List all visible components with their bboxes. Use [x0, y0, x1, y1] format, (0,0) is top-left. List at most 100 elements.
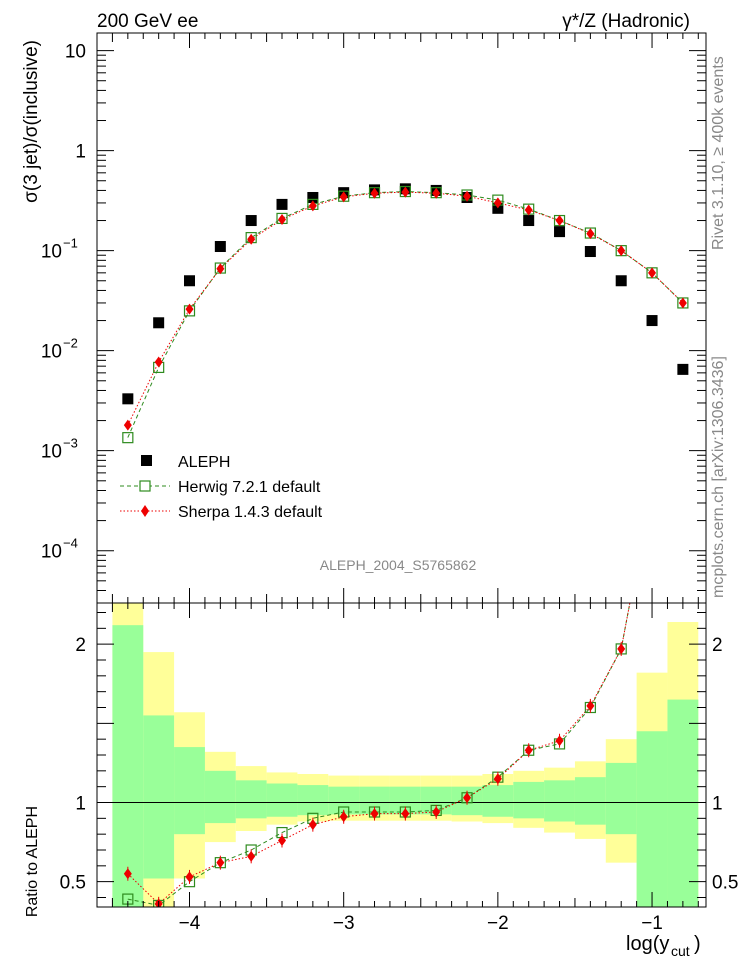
ratio-ylabel: Ratio to ALEPH: [24, 806, 41, 917]
sherpa-point: [401, 186, 410, 198]
sherpa-point: [678, 297, 687, 309]
inner-uncertainty-band: [235, 780, 267, 819]
aleph-point: [184, 275, 196, 287]
x-tick-label: −3: [333, 913, 355, 934]
y-tick-label: 10: [41, 442, 62, 463]
sherpa-point: [216, 263, 225, 275]
legend-herwig-label: Herwig 7.2.1 default: [178, 479, 321, 496]
sherpa-point: [278, 213, 287, 225]
sherpa-ratio-point: [617, 643, 626, 655]
sherpa-line: [127, 191, 684, 426]
sherpa-point: [308, 200, 317, 212]
ratio-y-tick-label: 1: [75, 794, 86, 815]
inner-uncertainty-band: [112, 625, 144, 907]
inner-uncertainty-band: [204, 770, 236, 824]
sherpa-point: [617, 245, 626, 257]
mcplots-label: mcplots.cern.ch [arXiv:1306.3436]: [710, 356, 727, 598]
y-tick-label: 10: [65, 42, 86, 63]
sherpa-point: [154, 356, 163, 368]
main-ylabel: σ(3 jet)/σ(inclusive): [21, 40, 42, 203]
process-label: γ*/Z (Hadronic): [562, 11, 690, 32]
y-tick-exponent: −3: [63, 436, 78, 451]
inner-uncertainty-band: [266, 783, 298, 817]
ratio-y-tick-label: 2: [75, 635, 86, 656]
herwig-point: [122, 432, 134, 444]
sherpa-point: [524, 204, 533, 216]
sherpa-point: [555, 215, 564, 227]
sherpa-ratio-point: [216, 857, 225, 869]
inner-uncertainty-band: [174, 747, 205, 835]
aleph-point: [646, 315, 658, 327]
aleph-point: [153, 317, 165, 329]
inner-uncertainty-band: [297, 785, 329, 816]
rivet-label: Rivet 3.1.10, ≥ 400k events: [710, 56, 727, 250]
sherpa-point: [370, 187, 379, 199]
inner-uncertainty-band: [574, 777, 606, 825]
sherpa-point: [339, 191, 348, 203]
aleph-point: [276, 198, 288, 210]
inner-uncertainty-band: [667, 699, 699, 907]
inner-uncertainty-band: [482, 785, 514, 817]
analysis-id-label: ALEPH_2004_S5765862: [320, 557, 477, 573]
sherpa-ratio-point: [586, 700, 595, 712]
inner-uncertainty-band: [605, 762, 637, 835]
legend-sherpa-label: Sherpa 1.4.3 default: [178, 504, 323, 521]
sherpa-ratio-point: [432, 806, 441, 818]
ratio-plot-area: [97, 603, 706, 907]
sherpa-point: [493, 197, 502, 209]
aleph-point: [584, 246, 596, 258]
y-tick-label: 1: [75, 142, 86, 163]
aleph-point: [245, 215, 257, 227]
sherpa-ratio-point: [278, 835, 287, 846]
aleph-point: [122, 393, 134, 405]
x-tick-label: −2: [487, 913, 509, 934]
sherpa-ratio-point: [185, 871, 194, 883]
y-tick-label: 10: [41, 342, 62, 363]
sherpa-point: [648, 267, 657, 279]
inner-uncertainty-band: [636, 731, 668, 907]
xlabel-subscript: cut: [671, 943, 690, 959]
energy-label: 200 GeV ee: [97, 11, 198, 32]
sherpa-point: [123, 419, 132, 431]
sherpa-ratio-point: [524, 744, 533, 756]
legend-sherpa-marker: [141, 505, 149, 517]
ratio-axis-ticks: 0.5 0.5 1 1 2 2 −4 −3 −2 −1: [60, 603, 738, 934]
sherpa-ratio-point: [370, 808, 379, 820]
aleph-point: [677, 363, 689, 375]
sherpa-ratio-point: [247, 850, 256, 862]
sherpa-point: [463, 190, 472, 202]
ratio-y-tick-label-right: 2: [712, 635, 723, 656]
ratio-y-tick-label: 0.5: [60, 873, 86, 894]
y-tick-label: 10: [41, 242, 62, 263]
inner-uncertainty-band: [143, 715, 175, 879]
legend-aleph-label: ALEPH: [178, 454, 230, 471]
x-tick-label: −4: [179, 913, 201, 934]
y-tick-exponent: −1: [63, 236, 78, 251]
sherpa-ratio-point: [463, 792, 472, 804]
xlabel-close: ): [694, 933, 701, 955]
sherpa-ratio-point: [123, 868, 132, 880]
x-tick-label: −1: [641, 913, 663, 934]
x-axis-label: log(y cut ): [626, 933, 701, 959]
legend-herwig-marker: [139, 480, 151, 492]
aleph-point: [615, 275, 627, 287]
sherpa-ratio-point: [555, 735, 564, 747]
ratio-panel: 0.5 0.5 1 1 2 2 −4 −3 −2 −1 Ratio to ALEPH log(y …: [24, 602, 738, 959]
aleph-point: [554, 226, 566, 238]
xlabel-main: log(y: [626, 933, 669, 955]
inner-uncertainty-band: [513, 781, 545, 819]
sherpa-point: [432, 187, 441, 199]
main-plot-area: [122, 183, 689, 444]
aleph-point: [523, 215, 535, 227]
sherpa-ratio-point: [339, 811, 348, 823]
ratio-y-tick-label-right: 0.5: [712, 873, 738, 894]
aleph-point: [214, 241, 226, 253]
herwig-line: [127, 190, 684, 438]
legend-aleph-marker: [141, 455, 152, 466]
sherpa-point: [247, 233, 256, 245]
y-tick-exponent: −4: [63, 536, 78, 551]
sherpa-ratio-point: [493, 773, 502, 785]
sherpa-point: [185, 303, 194, 315]
